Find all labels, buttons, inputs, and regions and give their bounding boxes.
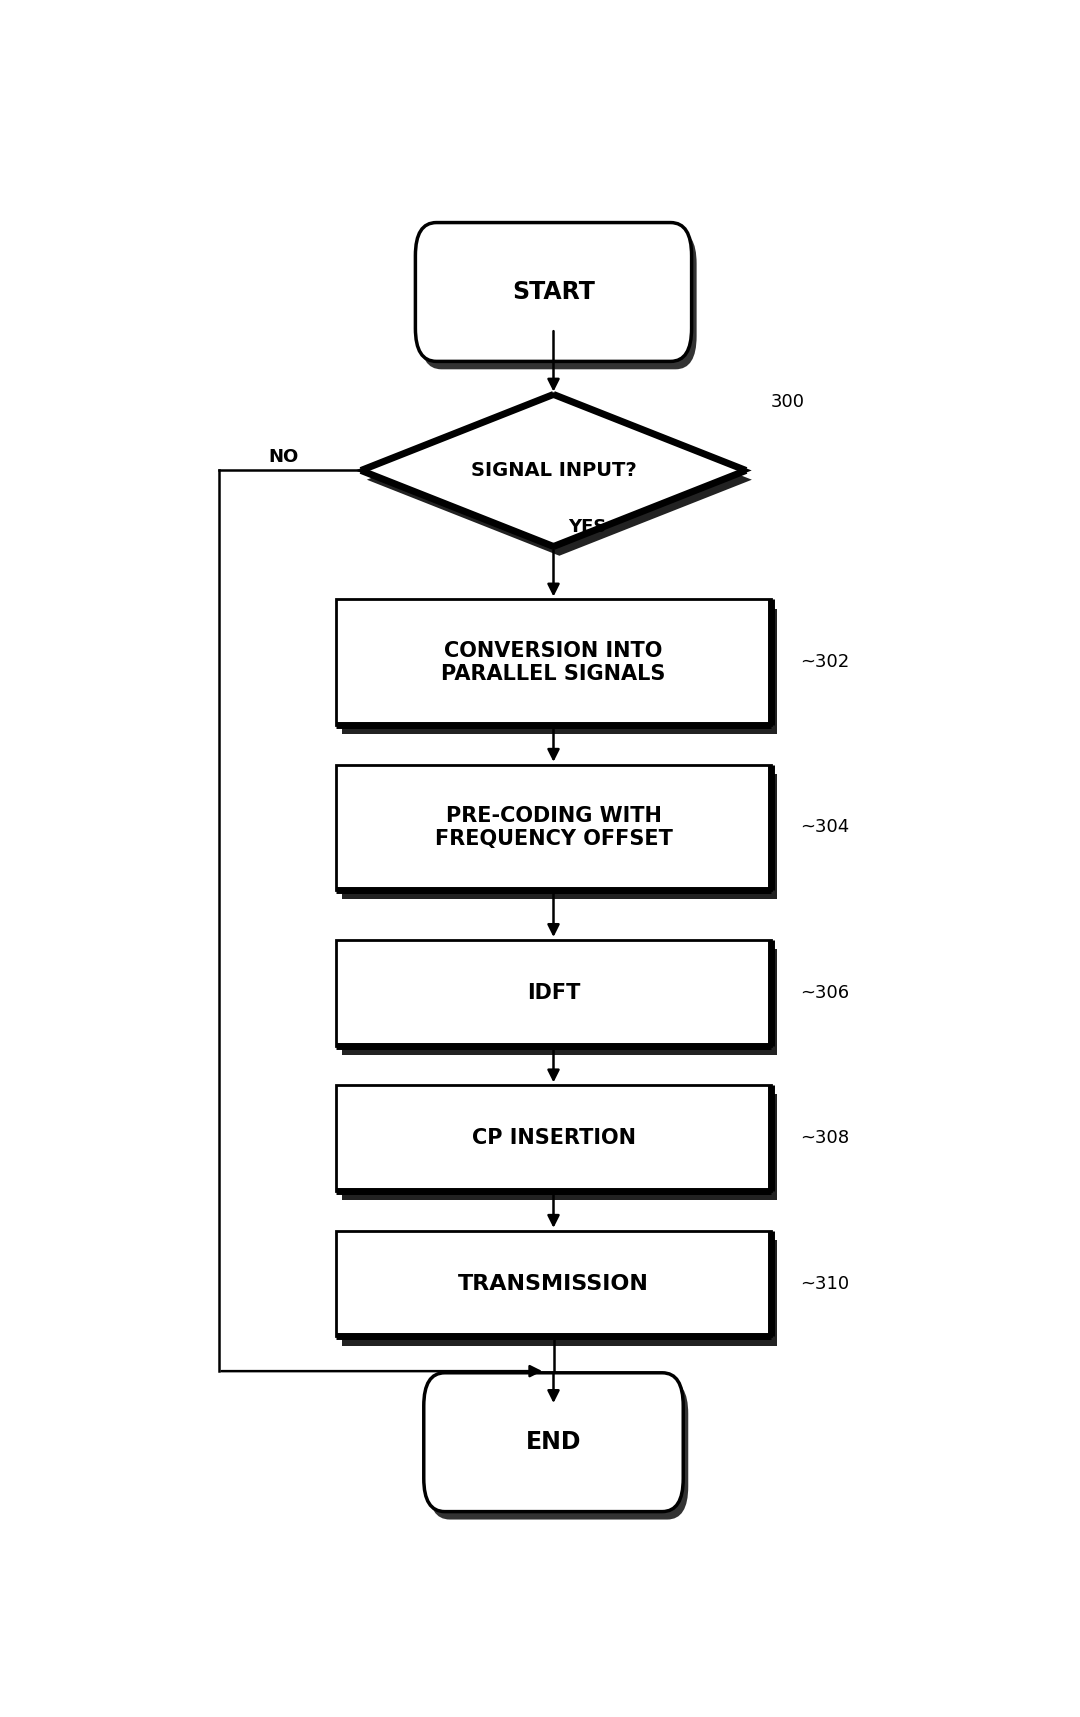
Text: CP INSERTION: CP INSERTION <box>472 1128 635 1149</box>
Bar <box>341 1240 777 1346</box>
Text: END: END <box>526 1430 581 1454</box>
Bar <box>336 1231 771 1336</box>
Text: ~304: ~304 <box>800 819 850 836</box>
Bar <box>336 599 771 725</box>
Text: YES: YES <box>568 519 606 536</box>
Polygon shape <box>367 403 752 556</box>
Bar <box>341 950 777 1054</box>
Text: ~308: ~308 <box>800 1130 850 1147</box>
Text: IDFT: IDFT <box>527 982 580 1003</box>
Text: ~306: ~306 <box>800 984 850 1001</box>
Text: ~310: ~310 <box>800 1274 850 1293</box>
Bar <box>336 1085 771 1192</box>
Text: 300: 300 <box>771 393 805 410</box>
Bar <box>336 939 771 1046</box>
Polygon shape <box>361 395 746 546</box>
Text: PRE-CODING WITH
FREQUENCY OFFSET: PRE-CODING WITH FREQUENCY OFFSET <box>434 805 673 848</box>
FancyBboxPatch shape <box>429 1380 688 1520</box>
Bar <box>341 608 777 735</box>
Text: ~302: ~302 <box>800 652 850 671</box>
Bar <box>341 774 777 900</box>
FancyBboxPatch shape <box>420 230 697 369</box>
FancyBboxPatch shape <box>423 1374 684 1511</box>
Text: CONVERSION INTO
PARALLEL SIGNALS: CONVERSION INTO PARALLEL SIGNALS <box>442 640 665 683</box>
Text: START: START <box>512 280 595 304</box>
FancyBboxPatch shape <box>416 223 691 361</box>
Bar <box>341 1094 777 1200</box>
Text: NO: NO <box>268 448 298 467</box>
Text: TRANSMISSION: TRANSMISSION <box>458 1274 649 1293</box>
Text: SIGNAL INPUT?: SIGNAL INPUT? <box>471 460 636 481</box>
Bar <box>336 764 771 889</box>
